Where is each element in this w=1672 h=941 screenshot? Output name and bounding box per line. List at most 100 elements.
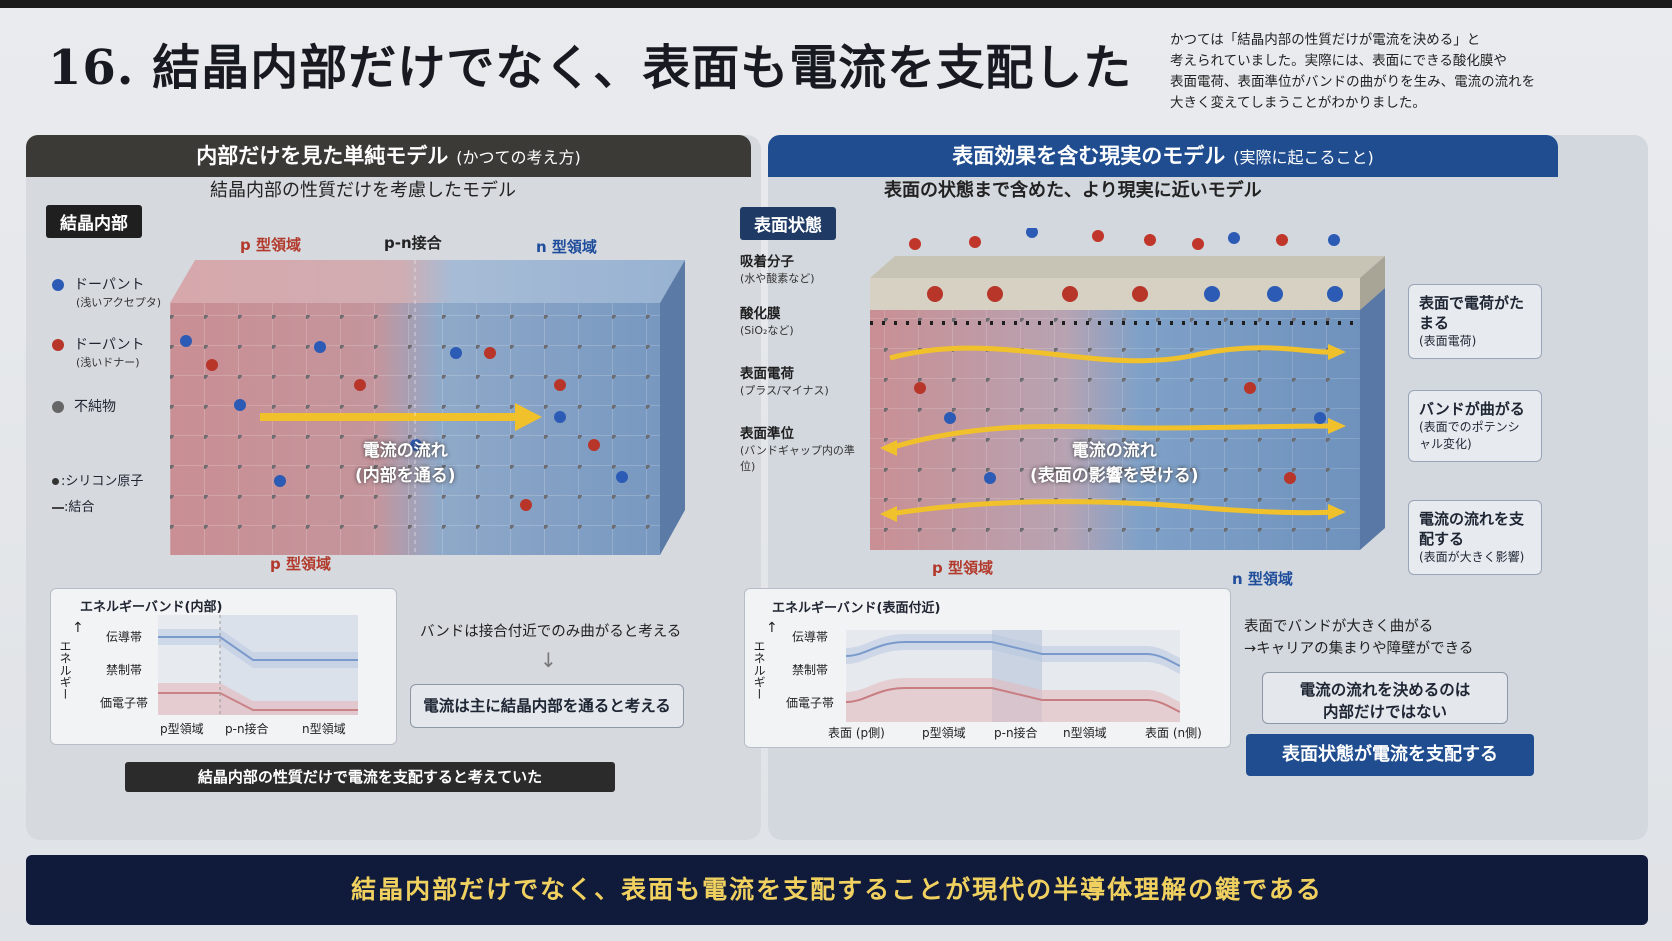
callout-current-control-note: (表面が大きく影響) [1419,550,1525,564]
dopant-atoms [180,335,628,511]
callout-current-control: 電流の流れを支配する (表面が大きく影響) [1408,500,1542,575]
right-energy-title: エネルギーバンド(表面付近) [772,601,941,616]
right-region-n: n 型領域 [1232,570,1293,588]
label-surface-charge-title: 表面電荷 [740,366,794,382]
right-axis-n: n型領域 [1063,726,1107,740]
bond-icon [52,506,64,509]
intro-line: 考えられていました。実際には、表面にできる酸化膜や [1170,53,1507,69]
footer-banner: 結晶内部だけでなく、表面も電流を支配することが現代の半導体理解の鍵である [26,855,1648,925]
right-axis-pn: p-n接合 [994,726,1038,740]
arrow-up-icon: ↑ [766,620,778,636]
right-current-label: 電流の流れ (表面の影響を受ける) [1030,436,1199,486]
intro-line: 大きく変えてしまうことがわかりました。 [1170,95,1426,111]
left-header-title: 内部だけを見た単純モデル [196,144,449,168]
right-crystal-block [870,228,1385,550]
right-tag: 表面状態 [740,207,836,240]
block-top-face [170,260,685,303]
left-header-sub: (かつての考え方) [456,148,581,167]
label-oxide-title: 酸化膜 [740,306,781,322]
adsorbed-molecules [909,228,1340,250]
callout-current-control-title: 電流の流れを支配する [1419,510,1525,548]
red-dot-icon [52,339,64,351]
left-energy-title: エネルギーバンド(内部) [80,600,223,615]
current-arrow [260,403,542,431]
right-conclusion-strip: 表面状態が電流を支配する [1246,734,1534,776]
left-band-gap: 禁制帯 [106,663,143,677]
right-current-line1: 電流の流れ [1071,441,1157,461]
right-axis-surface-n: 表面 (n側) [1145,726,1202,740]
left-region-n-top: n 型領域 [536,238,597,256]
right-axis-surface-p: 表面 (p側) [828,726,885,740]
label-surface-states-title: 表面準位 [740,426,794,442]
legend-acceptor-note: (浅いアクセプタ) [76,296,162,309]
right-axis-p: p型領域 [922,726,966,740]
right-subtitle: 表面の状態まで含めた、より現実に近いモデル [884,180,1262,201]
right-note1: 表面でバンドが大きく曲がる [1244,619,1434,635]
legend-donor: ドーパント (浅いドナー) [52,334,145,370]
right-panel-header: 表面効果を含む現実のモデル (実際に起こること) [768,135,1558,177]
current-arrows [880,344,1346,522]
callout-surface-charge-note: (表面電荷) [1419,334,1477,348]
right-note-box: 電流の流れを決めるのは 内部だけではない [1262,672,1508,724]
left-crystal-block [170,260,685,555]
right-note-box-line1: 電流の流れを決めるのは [1299,681,1471,699]
callout-band-bending: バンドが曲がる (表面でのポテンシャル変化) [1408,390,1542,462]
left-subtitle: 結晶内部の性質だけを考慮したモデル [210,180,516,201]
left-band-conduction: 伝導帯 [106,630,143,644]
left-region-p-top: p 型領域 [240,236,301,254]
right-note-box-line2: 内部だけではない [1322,703,1447,721]
left-current-line2: (内部を通る) [355,466,456,486]
right-band-gap: 禁制帯 [792,663,829,677]
oxide-layer [870,278,1360,310]
label-surface-charge-note: (プラス/マイナス) [740,384,829,397]
left-current-label: 電流の流れ (内部を通る) [355,436,456,486]
gray-dot-icon [52,401,64,413]
callout-surface-charge: 表面で電荷がたまる (表面電荷) [1408,284,1542,359]
label-oxide-note: (SiO₂など) [740,324,794,337]
legend-silicon: :シリコン原子 [52,470,143,489]
right-current-line2: (表面の影響を受ける) [1030,466,1199,486]
dopant-atoms [914,382,1326,484]
intro-line: 表面電荷、表面準位がバンドの曲がりを生み、電流の流れを [1170,74,1536,90]
legend-silicon-label: :シリコン原子 [61,474,144,489]
label-adsorbed: 吸着分子 (水や酸素など) [740,250,815,286]
legend-impurity: 不純物 [52,396,116,416]
left-conclusion-strip: 結晶内部の性質だけで電流を支配すると考えていた [125,762,615,792]
label-surface-charge: 表面電荷 (プラス/マイナス) [740,362,829,398]
left-tag: 結晶内部 [46,205,142,238]
blue-dot-icon [52,279,64,291]
surface-charges [927,286,1343,302]
intro-line: かつては「結晶内部の性質だけが電流を決める」と [1170,32,1481,48]
left-current-line1: 電流の流れ [362,441,448,461]
right-header-title: 表面効果を含む現実のモデル [952,144,1226,168]
left-note2-box: 電流は主に結晶内部を通ると考える [410,684,684,728]
legend-acceptor: ドーパント (浅いアクセプタ) [52,274,161,310]
right-region-p: p 型領域 [932,559,993,577]
left-note1: バンドは接合付近でのみ曲がると考える [420,624,682,640]
intro-text: かつては「結晶内部の性質だけが電流を決める」と 考えられていました。実際には、表… [1170,30,1640,114]
left-region-pn: p-n接合 [384,234,442,252]
arrow-down-icon: ↓ [540,648,557,672]
left-energy-yaxis: エネルギー [58,640,72,700]
left-axis-p: p型領域 [160,722,204,736]
callout-surface-charge-title: 表面で電荷がたまる [1419,294,1525,332]
right-header-sub: (実際に起こること) [1233,148,1374,167]
callout-band-bending-note: (表面でのポテンシャル変化) [1419,420,1520,451]
label-surface-states-note: (バンドギャップ内の準位) [740,444,855,473]
left-axis-n: n型領域 [302,722,346,736]
left-axis-pn: p-n接合 [225,722,269,736]
block-side-face [660,260,685,555]
legend-impurity-label: 不純物 [74,399,116,415]
left-band-valence: 価電子帯 [100,696,149,710]
label-surface-states: 表面準位 (バンドギャップ内の準位) [740,422,855,474]
legend-bond: :結合 [52,496,94,515]
left-panel-header: 内部だけを見た単純モデル (かつての考え方) [26,135,751,177]
label-adsorbed-title: 吸着分子 [740,254,794,270]
legend-donor-note: (浅いドナー) [76,356,140,369]
left-energy-band-diagram [158,615,358,715]
label-adsorbed-note: (水や酸素など) [740,272,815,285]
right-band-conduction: 伝導帯 [792,630,829,644]
legend-bond-label: :結合 [64,500,95,515]
label-oxide: 酸化膜 (SiO₂など) [740,302,794,338]
right-note2: →キャリアの集まりや障壁ができる [1244,641,1474,657]
